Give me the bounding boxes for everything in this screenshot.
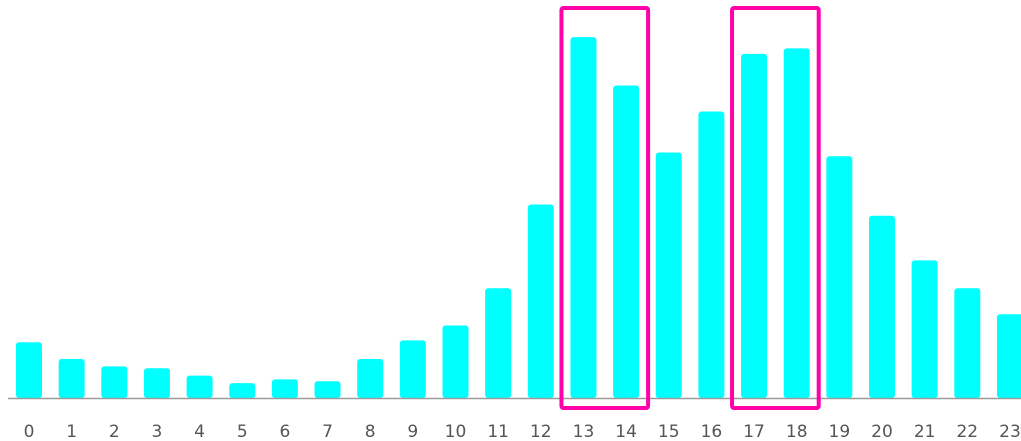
- bar-23: [996, 314, 1021, 398]
- bar-16: [698, 111, 725, 398]
- bar-3: [143, 368, 170, 398]
- bar-10: [442, 325, 469, 398]
- bar-15: [655, 152, 682, 398]
- x-tick-label: 9: [407, 422, 418, 441]
- x-tick-label: 13: [573, 422, 595, 441]
- x-tick-label: 5: [237, 422, 248, 441]
- highlight-box-2: [730, 6, 821, 410]
- x-tick-label: 14: [615, 422, 637, 441]
- bar-7: [314, 381, 341, 398]
- bar-9: [399, 340, 426, 398]
- bar-18: [783, 48, 810, 398]
- x-tick-label: 10: [445, 422, 467, 441]
- x-tick-label: 3: [152, 422, 163, 441]
- x-tick-label: 19: [829, 422, 851, 441]
- x-tick-label: 21: [914, 422, 936, 441]
- x-tick-label: 23: [999, 422, 1021, 441]
- x-tick-label: 18: [786, 422, 808, 441]
- x-tick-label: 12: [530, 422, 552, 441]
- x-tick-label: 17: [743, 422, 765, 441]
- bar-12: [527, 204, 554, 398]
- x-tick-label: 0: [24, 422, 35, 441]
- bar-13: [570, 37, 597, 398]
- highlight-box-1: [559, 6, 651, 410]
- x-tick-label: 8: [365, 422, 376, 441]
- x-tick-label: 22: [956, 422, 978, 441]
- x-tick-label: 16: [701, 422, 723, 441]
- x-tick-label: 4: [194, 422, 205, 441]
- x-tick-label: 1: [66, 422, 77, 441]
- bar-0: [16, 342, 42, 398]
- bar-14: [613, 85, 640, 399]
- x-tick-label: 15: [658, 422, 680, 441]
- bar-6: [271, 379, 298, 398]
- bar-20: [869, 215, 895, 398]
- bar-19: [826, 156, 853, 398]
- bar-11: [485, 288, 512, 398]
- bar-2: [101, 366, 128, 398]
- bar-21: [911, 260, 938, 398]
- bar-4: [186, 375, 213, 398]
- bar-5: [229, 383, 256, 398]
- x-tick-label: 6: [279, 422, 290, 441]
- bar-22: [954, 288, 981, 398]
- bar-17: [741, 53, 768, 399]
- x-tick-label: 20: [871, 422, 893, 441]
- bar-8: [357, 358, 384, 398]
- x-tick-label: 11: [487, 422, 509, 441]
- bar-1: [58, 358, 85, 398]
- x-tick-label: 2: [109, 422, 120, 441]
- x-tick-label: 7: [322, 422, 333, 441]
